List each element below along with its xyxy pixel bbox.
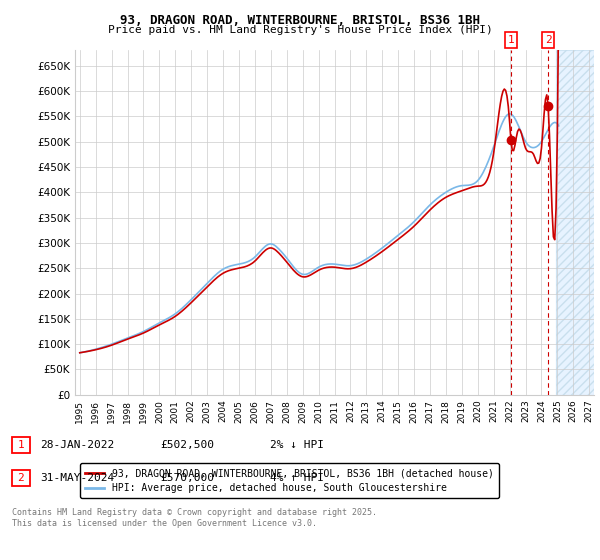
Text: 4% ↑ HPI: 4% ↑ HPI bbox=[270, 473, 324, 483]
Text: 1: 1 bbox=[17, 440, 25, 450]
Text: 2% ↓ HPI: 2% ↓ HPI bbox=[270, 440, 324, 450]
Text: 28-JAN-2022: 28-JAN-2022 bbox=[40, 440, 114, 450]
Text: 31-MAY-2024: 31-MAY-2024 bbox=[40, 473, 114, 483]
Text: 2: 2 bbox=[17, 473, 25, 483]
FancyBboxPatch shape bbox=[12, 470, 30, 486]
Legend: 93, DRAGON ROAD, WINTERBOURNE, BRISTOL, BS36 1BH (detached house), HPI: Average : 93, DRAGON ROAD, WINTERBOURNE, BRISTOL, … bbox=[80, 463, 499, 498]
Text: £570,000: £570,000 bbox=[160, 473, 214, 483]
Text: 1: 1 bbox=[508, 35, 514, 45]
Text: 93, DRAGON ROAD, WINTERBOURNE, BRISTOL, BS36 1BH: 93, DRAGON ROAD, WINTERBOURNE, BRISTOL, … bbox=[120, 14, 480, 27]
Text: Contains HM Land Registry data © Crown copyright and database right 2025.
This d: Contains HM Land Registry data © Crown c… bbox=[12, 508, 377, 528]
Text: Price paid vs. HM Land Registry's House Price Index (HPI): Price paid vs. HM Land Registry's House … bbox=[107, 25, 493, 35]
Bar bbox=[556, 50, 594, 395]
Text: 2: 2 bbox=[545, 35, 551, 45]
Text: £502,500: £502,500 bbox=[160, 440, 214, 450]
Bar bbox=[556, 50, 594, 395]
FancyBboxPatch shape bbox=[12, 437, 30, 453]
